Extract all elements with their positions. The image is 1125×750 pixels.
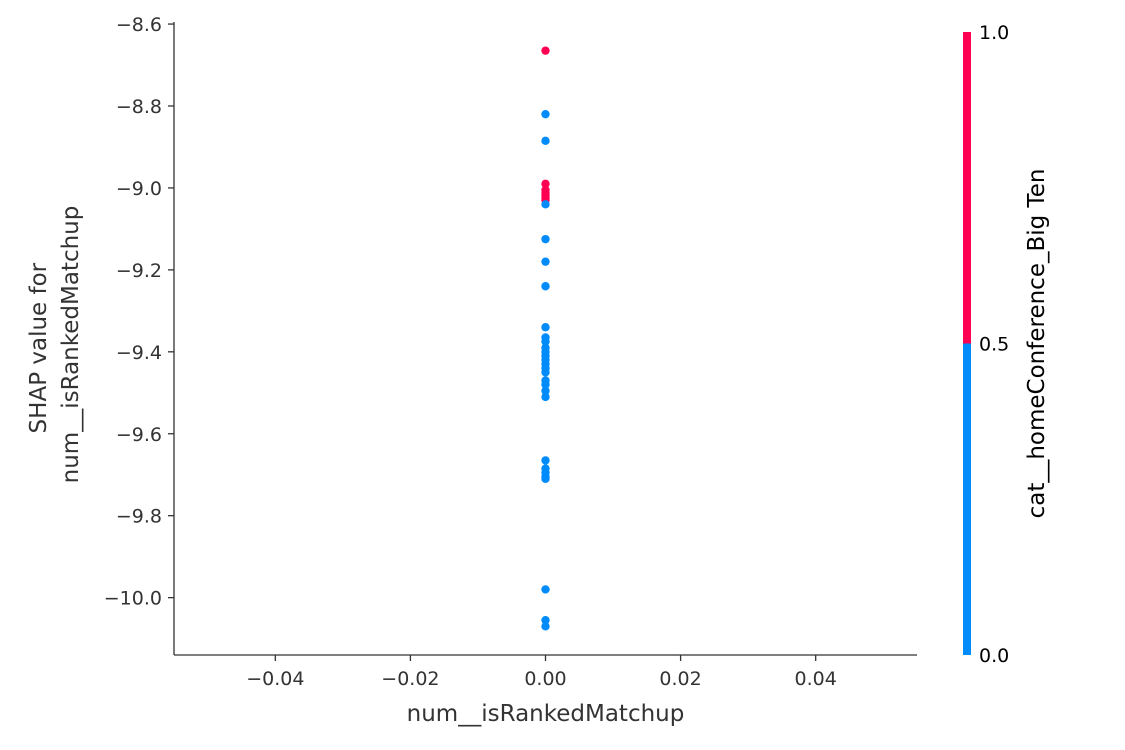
scatter-point [541,136,550,146]
colorbar-tick-label: 0.0 [979,645,1009,667]
scatter-point [541,200,550,209]
colorbar-high-segment [963,32,971,344]
colorbar: 0.0 0.5 1.0 cat__homeConference_Big Ten [963,22,1050,667]
x-tick-label: 0.04 [795,668,837,690]
y-tick-label: −9.0 [116,178,162,200]
colorbar-tick-label: 1.0 [979,22,1009,44]
scatter-point [541,622,550,631]
scatter-point [541,257,550,266]
scatter-point [541,323,550,332]
y-axis-title-line-2: num__isRankedMatchup [58,206,84,484]
scatter-point [541,474,550,484]
y-tick-label: −9.6 [116,424,162,446]
colorbar-title: cat__homeConference_Big Ten [1024,169,1050,519]
y-tick-label: −8.6 [116,14,162,36]
scatter-point [541,615,550,625]
scatter-point [541,585,550,594]
scatter-point [541,368,550,377]
colorbar-tick-label: 0.5 [979,334,1009,356]
scatter-point [541,380,550,389]
scatter-point [541,337,550,346]
x-axis-title: num__isRankedMatchup [407,701,685,727]
scatter-point [541,282,550,291]
scatter-point [541,234,550,244]
y-tick-label: −9.8 [116,506,162,528]
scatter-points [541,46,550,631]
scatter-point [541,392,550,402]
scatter-point [541,46,550,55]
y-tick-label: −8.8 [116,96,162,118]
colorbar-low-segment [963,343,971,655]
scatter-point [541,179,550,189]
x-tick-label: −0.04 [246,668,304,690]
scatter-point [541,386,550,395]
x-tick-label: 0.00 [524,668,566,690]
y-axis-title-line-1: SHAP value for [26,262,52,433]
x-tick-label: −0.02 [381,668,439,690]
y-tick-label: −9.4 [116,342,162,364]
y-tick-label: −9.2 [116,260,162,282]
y-axis-title: SHAP value for num__isRankedMatchup [26,206,84,484]
scatter-point [541,109,550,119]
y-ticks: −8.6 −8.8 −9.0 −9.2 −9.4 −9.6 −9.8 −10.0 [104,14,174,610]
x-ticks: −0.04 −0.02 0.00 0.02 0.04 [246,655,837,690]
scatter-point [541,456,550,465]
colorbar-ticks: 0.0 0.5 1.0 [979,22,1009,667]
y-tick-label: −10.0 [104,588,162,610]
x-tick-label: 0.02 [659,668,701,690]
